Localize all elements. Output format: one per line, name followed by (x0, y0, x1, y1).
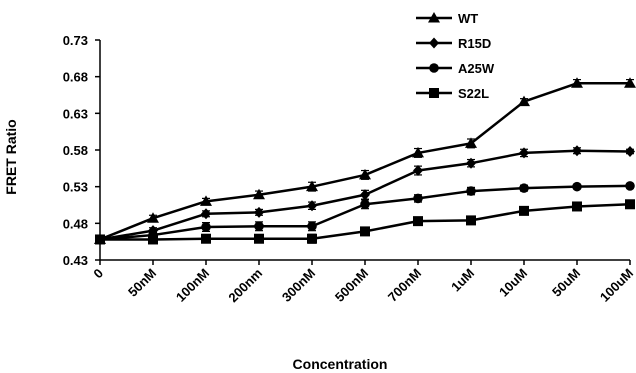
data-point-s22l (519, 205, 529, 216)
data-point-r15d (519, 147, 529, 159)
data-point-a25w (201, 222, 211, 232)
x-tick-label: 500nM (332, 266, 371, 305)
y-tick-label: 0.73 (63, 33, 88, 48)
data-point-s22l (254, 233, 264, 244)
y-axis-title: FRET Ratio (3, 119, 19, 194)
data-point-r15d (625, 145, 635, 157)
legend: WT R15D A25W S22L (416, 11, 495, 101)
data-point-wt (147, 212, 159, 223)
data-point-s22l (148, 234, 158, 245)
legend-item-s22l: S22L (416, 86, 489, 101)
data-point-a25w (466, 186, 476, 196)
series-r15d (95, 145, 635, 245)
x-tick-label: 200nm (225, 266, 265, 306)
data-point-wt (200, 195, 212, 206)
data-point-s22l (360, 226, 370, 237)
x-tick-label: 10uM (496, 266, 530, 300)
legend-item-a25w: A25W (416, 61, 495, 76)
data-point-r15d (413, 165, 423, 177)
data-point-r15d (254, 206, 264, 218)
data-point-a25w (360, 199, 370, 210)
data-point-wt (465, 137, 477, 148)
x-axis-ticks: 0 50nM 100nM 200nm 300nM 500nM 700nM 1uM 10uM 50u… (90, 260, 636, 305)
data-point-wt (359, 168, 371, 180)
y-tick-label: 0.53 (63, 180, 88, 195)
data-point-s22l (572, 201, 582, 212)
data-point-s22l (413, 216, 423, 227)
data-point-wt (412, 146, 424, 158)
legend-marker-r15d (429, 37, 439, 49)
data-point-a25w (519, 183, 529, 193)
data-point-s22l (201, 233, 211, 244)
x-tick-label: 50nM (125, 266, 159, 300)
data-point-a25w (254, 221, 264, 232)
x-tick-label: 50uM (549, 266, 583, 300)
y-axis-ticks: 0.43 0.48 0.53 0.58 0.63 0.68 0.73 (63, 33, 100, 268)
x-tick-label: 1uM (448, 266, 477, 295)
data-point-r15d (466, 157, 476, 169)
data-point-wt (306, 180, 318, 192)
data-point-r15d (201, 208, 211, 220)
legend-marker-a25w (429, 63, 439, 73)
data-point-a25w (625, 181, 635, 191)
data-point-wt (571, 77, 583, 88)
x-axis-title: Concentration (293, 356, 388, 372)
series-layer (94, 77, 636, 245)
data-point-wt (518, 95, 530, 107)
series-line-wt (99, 82, 630, 241)
data-point-s22l (625, 199, 635, 210)
data-point-a25w (307, 221, 317, 232)
x-tick-label: 300nM (279, 266, 318, 305)
legend-label-wt: WT (458, 11, 478, 26)
data-point-s22l (466, 215, 476, 226)
legend-marker-wt (428, 12, 440, 23)
y-tick-label: 0.68 (63, 70, 88, 85)
data-point-wt (624, 77, 636, 88)
legend-item-r15d: R15D (416, 36, 491, 51)
data-point-a25w (413, 193, 423, 204)
series-wt (94, 77, 636, 244)
legend-item-wt: WT (416, 11, 478, 26)
legend-label-s22l: S22L (458, 86, 489, 101)
data-point-s22l (307, 233, 317, 244)
data-point-r15d (572, 145, 582, 157)
legend-marker-s22l (429, 88, 439, 98)
x-tick-label: 700nM (385, 266, 424, 305)
data-point-a25w (572, 181, 582, 192)
legend-label-r15d: R15D (458, 36, 491, 51)
y-tick-label: 0.48 (63, 216, 88, 231)
data-point-wt (253, 188, 265, 200)
data-point-r15d (360, 189, 370, 201)
x-tick-label: 0 (90, 266, 106, 282)
y-tick-label: 0.63 (63, 106, 88, 121)
x-tick-label: 100nM (173, 266, 212, 305)
y-tick-label: 0.58 (63, 143, 88, 158)
data-point-r15d (307, 200, 317, 212)
x-tick-label: 100uM (597, 266, 636, 305)
y-tick-label: 0.43 (63, 253, 88, 268)
legend-label-a25w: A25W (458, 61, 495, 76)
